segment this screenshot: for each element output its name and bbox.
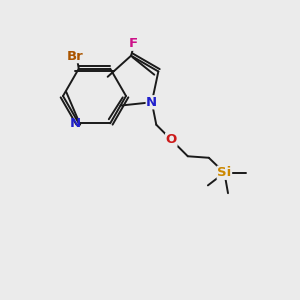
Text: N: N — [70, 117, 81, 130]
Text: O: O — [166, 133, 177, 146]
Text: Si: Si — [217, 166, 232, 179]
Text: Br: Br — [67, 50, 83, 63]
Text: N: N — [146, 96, 158, 109]
Text: F: F — [129, 37, 138, 50]
